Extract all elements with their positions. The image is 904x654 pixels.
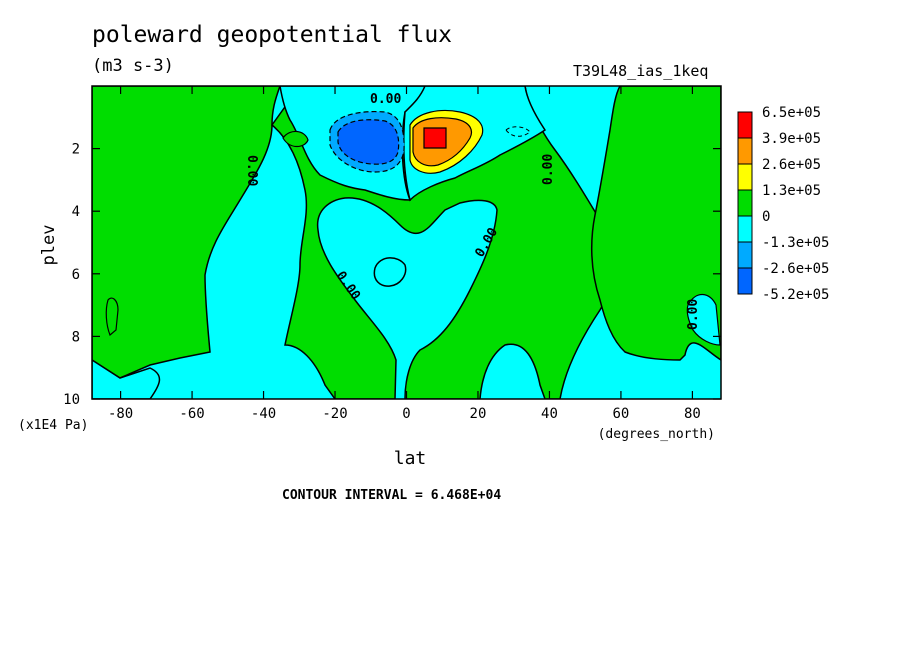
colorbar-swatch bbox=[737, 241, 753, 269]
contour-label: 0.00 bbox=[541, 154, 556, 185]
x-tick-label: -20 bbox=[322, 406, 347, 422]
colorbar-label: 1.3e+05 bbox=[762, 183, 821, 199]
region-positive-small-right bbox=[590, 86, 721, 361]
region-positive-small-spot bbox=[282, 130, 309, 148]
colorbar-label: 6.5e+05 bbox=[762, 105, 821, 121]
x-axis-label: lat bbox=[394, 448, 427, 469]
y-tick-label: 4 bbox=[72, 204, 80, 220]
region-negative-large bbox=[337, 119, 400, 165]
x-tick-label: 0 bbox=[402, 406, 410, 422]
colorbar-swatch bbox=[737, 267, 753, 295]
x-tick-label: 80 bbox=[684, 406, 701, 422]
x-tick-label: 60 bbox=[613, 406, 630, 422]
x-tick-label: 20 bbox=[470, 406, 487, 422]
contour-label: 0.00 bbox=[686, 299, 701, 330]
x-tick-label: 40 bbox=[541, 406, 558, 422]
colorbar-label: -2.6e+05 bbox=[762, 261, 829, 277]
chart-units: (m3 s-3) bbox=[92, 56, 174, 76]
region-positive-small-spot-2 bbox=[105, 297, 119, 336]
contour-label: 0.00 bbox=[370, 92, 401, 107]
contour-line-dashed bbox=[505, 126, 531, 137]
colorbar-label: -1.3e+05 bbox=[762, 235, 829, 251]
colorbar-label: 3.9e+05 bbox=[762, 131, 821, 147]
y-tick-label: 6 bbox=[72, 267, 80, 283]
colorbar-swatch bbox=[737, 163, 753, 191]
chart-title: poleward geopotential flux bbox=[92, 22, 453, 48]
contour-interval: CONTOUR INTERVAL = 6.468E+04 bbox=[282, 488, 502, 503]
colorbar-swatch bbox=[737, 111, 753, 139]
colorbar-swatch bbox=[737, 215, 753, 243]
colorbar-label: 2.6e+05 bbox=[762, 157, 821, 173]
y-tick-label: 10 bbox=[63, 392, 80, 408]
y-tick-label: 2 bbox=[72, 142, 80, 158]
region-positive-red bbox=[423, 127, 447, 149]
colorbar-label: -5.2e+05 bbox=[762, 287, 829, 303]
colorbar: 6.5e+05 3.9e+05 2.6e+05 1.3e+05 0 -1.3e+05 -2.… bbox=[737, 105, 829, 303]
colorbar-label: 0 bbox=[762, 209, 770, 225]
x-tick-label: -40 bbox=[251, 406, 276, 422]
colorbar-swatch bbox=[737, 189, 753, 217]
colorbar-swatch bbox=[737, 137, 753, 165]
region-positive-small-center bbox=[92, 86, 281, 379]
region-negative-small-pocket bbox=[373, 257, 407, 287]
contour-fill bbox=[92, 86, 721, 399]
contour-label: 0.00 bbox=[244, 155, 259, 186]
y-axis: 2 4 6 8 10 bbox=[63, 142, 721, 408]
x-tick-label: -60 bbox=[179, 406, 204, 422]
y-tick-label: 8 bbox=[72, 329, 80, 345]
x-axis: -80 -60 -40 -20 0 20 40 60 80 bbox=[108, 86, 701, 422]
x-tick-label: -80 bbox=[108, 406, 133, 422]
run-name: T39L48_ias_1keq bbox=[573, 62, 709, 80]
x-axis-units: (degrees_north) bbox=[598, 427, 715, 442]
y-axis-units: (x1E4 Pa) bbox=[18, 418, 88, 433]
region-negative-small-spot bbox=[686, 293, 721, 346]
y-axis-label: plev bbox=[39, 225, 59, 266]
contour-labels: 0.00 0.00 0.00 0.00 0.00 0.00 bbox=[244, 92, 701, 330]
